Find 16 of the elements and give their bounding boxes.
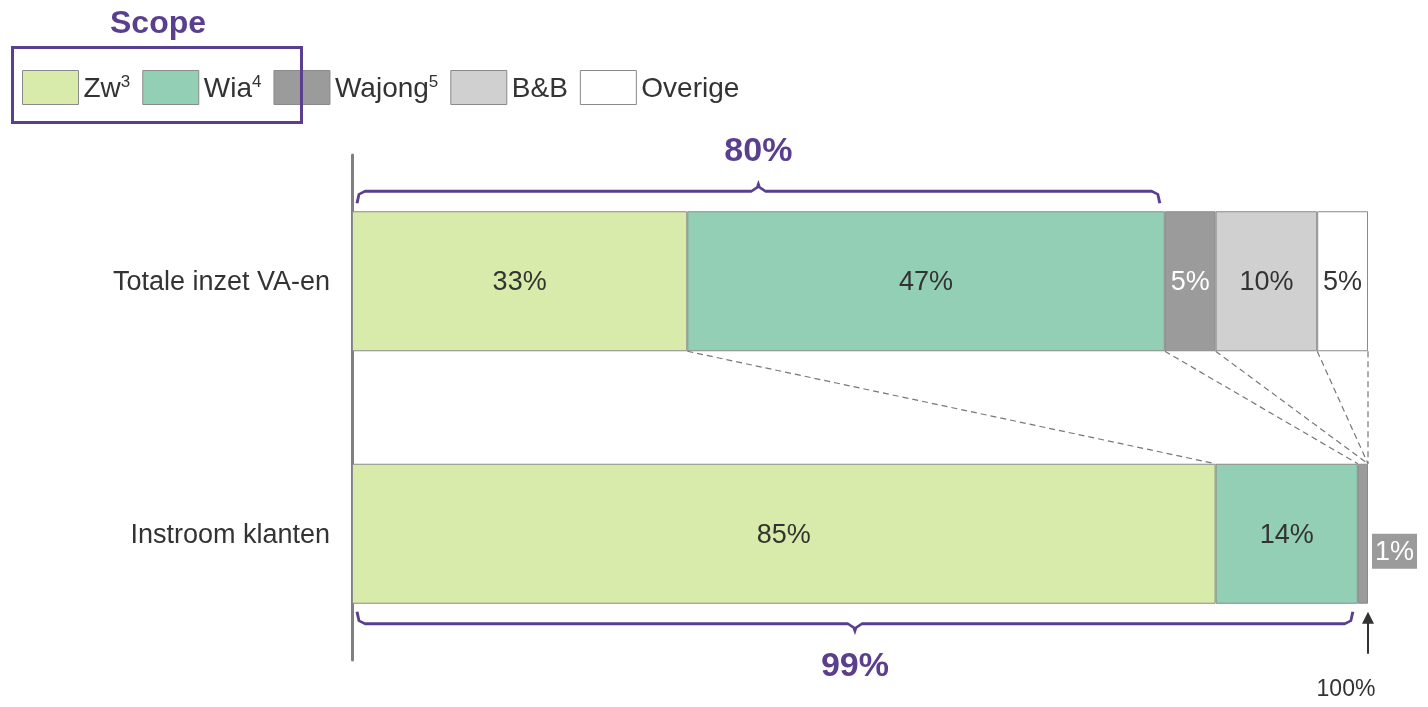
annotation: 99% [820, 644, 889, 683]
legend-label: Overige [641, 72, 740, 103]
legend-title: Scope [110, 4, 207, 41]
text: 100% [1316, 674, 1376, 701]
annotation: 80% [724, 130, 793, 169]
y-tick-label: Totale inzet VA-en [112, 266, 330, 297]
data-label: 14% [1259, 518, 1314, 549]
data-label: 85% [756, 518, 811, 549]
data-label: 5% [1170, 266, 1210, 297]
data-label: 10% [1239, 266, 1294, 297]
data-label: 47% [899, 266, 954, 297]
data-label: 5% [1323, 266, 1363, 297]
legend-label: B&B [511, 72, 568, 103]
data-label: 1% [1375, 536, 1415, 567]
y-tick-label: Instroom klanten [130, 518, 330, 549]
data-label: 33% [492, 266, 547, 297]
